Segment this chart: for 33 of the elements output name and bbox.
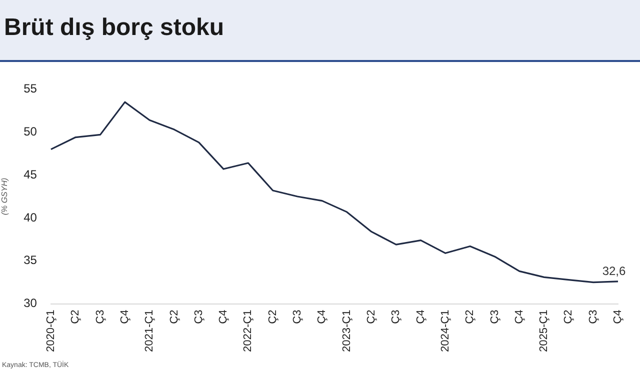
x-tick-label: Ç3 <box>94 310 106 324</box>
x-tick-label: Ç2 <box>365 310 378 324</box>
y-tick-label: 40 <box>24 210 38 224</box>
x-tick-label: Ç4 <box>612 310 624 324</box>
x-tick-label: Ç2 <box>168 310 180 324</box>
x-tick-label: 2024-Ç1 <box>439 310 452 352</box>
x-tick-label: Ç2 <box>464 310 476 324</box>
x-tick-label: 2020-Ç1 <box>44 310 57 352</box>
x-tick-label: 2023-Ç1 <box>340 310 353 352</box>
x-tick-label: Ç2 <box>562 310 575 324</box>
x-tick-label: Ç3 <box>192 310 205 324</box>
x-tick-label: Ç3 <box>292 310 304 324</box>
x-tick-label: Ç4 <box>414 310 427 324</box>
y-axis-title: (% GSYH) <box>0 178 10 216</box>
y-tick-label: 35 <box>24 253 38 268</box>
x-tick-label: Ç3 <box>587 310 600 324</box>
x-tick-label: 2021-Ç1 <box>144 310 156 352</box>
x-tick-label: Ç3 <box>390 310 402 324</box>
x-tick-label: Ç2 <box>70 310 82 324</box>
y-tick-label: 45 <box>24 167 38 182</box>
chart-title: Brüt dış borç stoku <box>4 14 224 42</box>
x-tick-label: Ç4 <box>118 310 131 324</box>
x-tick-label: 2022-Ç1 <box>242 310 254 352</box>
x-tick-label: Ç4 <box>218 310 230 324</box>
y-tick-label: 55 <box>24 82 38 96</box>
y-tick-label: 30 <box>24 296 38 310</box>
x-tick-label: Ç3 <box>488 310 501 324</box>
x-tick-label: 2025-Ç1 <box>538 310 550 352</box>
x-tick-label: Ç4 <box>316 310 328 324</box>
x-tick-label: Ç2 <box>266 310 279 324</box>
data-label: 32,6 <box>602 264 626 278</box>
y-tick-label: 50 <box>24 124 38 138</box>
x-tick-label: Ç4 <box>513 310 526 324</box>
